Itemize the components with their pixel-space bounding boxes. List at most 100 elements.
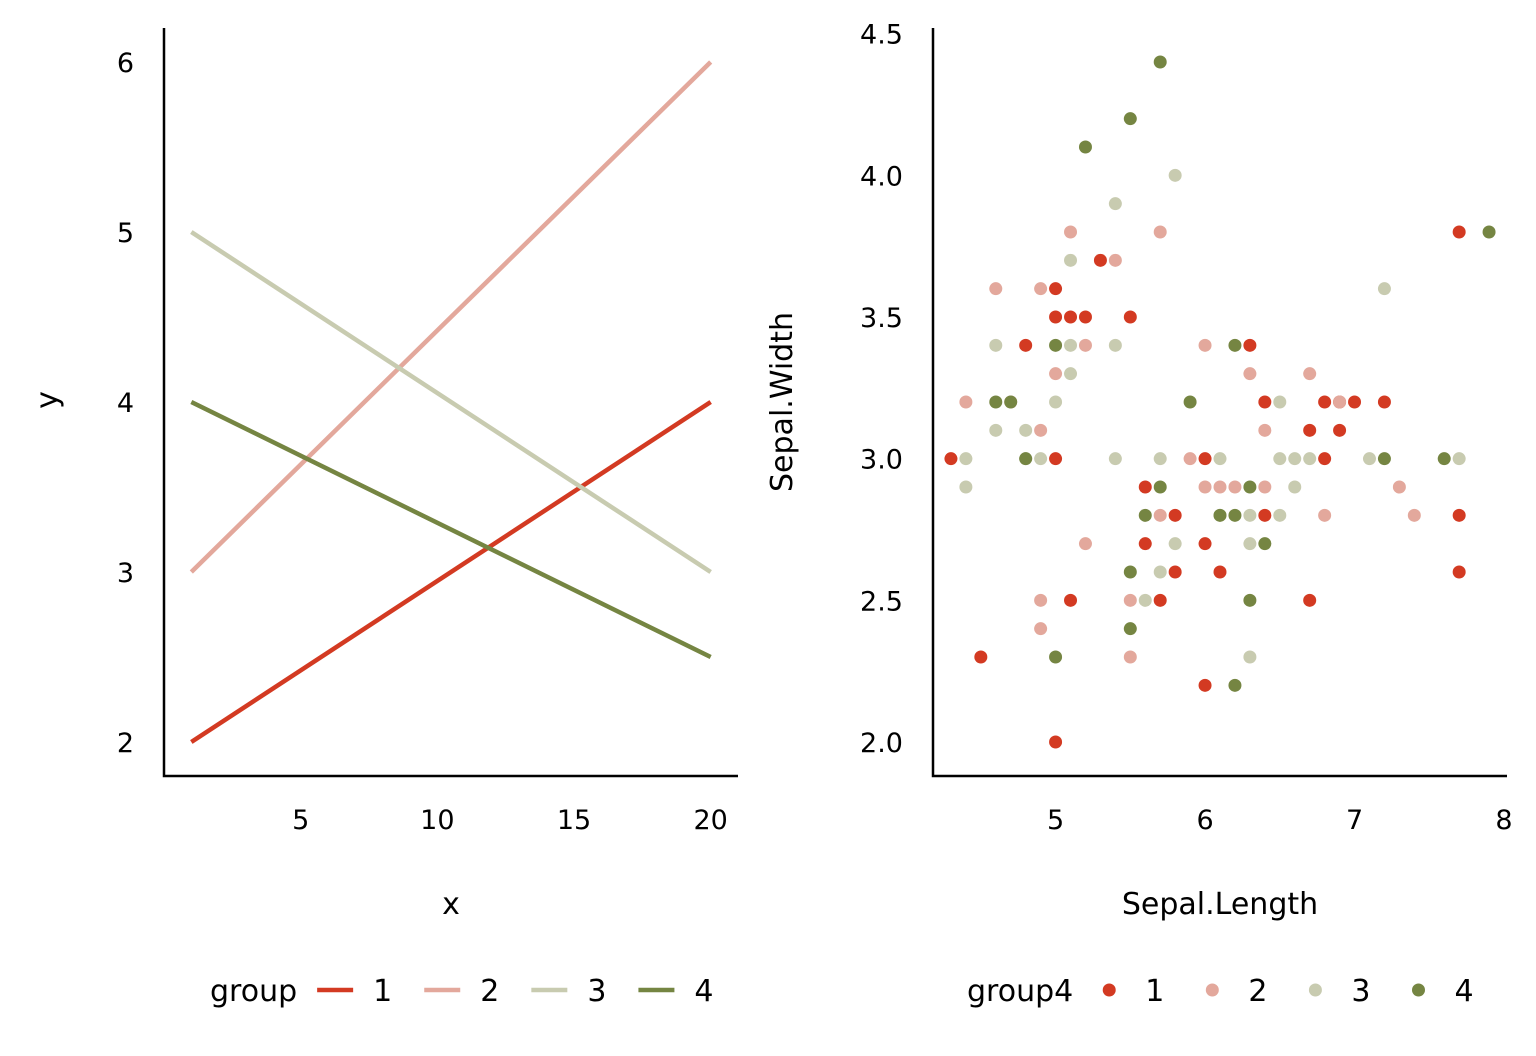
scatter-point-group-2 <box>1108 253 1122 267</box>
scatter-point-group-2 <box>1303 367 1317 381</box>
scatter-point-group-2 <box>1183 452 1197 466</box>
scatter-point-group-1 <box>1303 423 1317 437</box>
line-chart-legend-title: group <box>210 974 297 1009</box>
scatter-point-group-4 <box>1123 622 1137 636</box>
line-chart-legend-label-3: 3 <box>587 974 606 1009</box>
scatter-chart-y-tick-label: 2.0 <box>860 728 903 759</box>
scatter-point-group-1 <box>974 650 988 664</box>
scatter-point-group-4 <box>1123 565 1137 579</box>
scatter-chart-axes <box>931 28 1507 778</box>
scatter-point-group-3 <box>1303 452 1317 466</box>
scatter-point-group-2 <box>1153 508 1167 522</box>
scatter-point-group-3 <box>1273 395 1287 409</box>
scatter-chart-x-ticks: 5 6 7 8 <box>1047 805 1513 836</box>
scatter-chart-legend-label-2: 2 <box>1248 974 1267 1009</box>
scatter-point-group-1 <box>1093 253 1107 267</box>
scatter-point-group-4 <box>1228 508 1242 522</box>
line-chart-series <box>189 60 713 744</box>
scatter-chart-legend-label-4: 4 <box>1455 974 1474 1009</box>
scatter-point-group-3 <box>959 452 973 466</box>
scatter-chart-legend-key-1 <box>1102 983 1116 997</box>
scatter-point-group-2 <box>1213 480 1227 494</box>
scatter-point-group-3 <box>959 480 973 494</box>
line-chart-axes <box>162 28 738 778</box>
scatter-point-group-4 <box>1153 480 1167 494</box>
scatter-point-group-1 <box>1138 537 1152 551</box>
scatter-point-group-2 <box>1123 650 1137 664</box>
series-line-1 <box>190 400 712 744</box>
line-chart-legend-label-2: 2 <box>480 974 499 1009</box>
scatter-chart-legend-label-1: 1 <box>1145 974 1164 1009</box>
scatter-point-group-1 <box>1078 310 1092 324</box>
scatter-point-group-2 <box>1078 537 1092 551</box>
scatter-chart-legend-label-3: 3 <box>1351 974 1370 1009</box>
scatter-point-group-2 <box>1258 423 1272 437</box>
scatter-point-group-2 <box>989 282 1003 296</box>
scatter-point-group-3 <box>1243 537 1257 551</box>
scatter-point-group-2 <box>1198 480 1212 494</box>
scatter-point-group-4 <box>1153 55 1167 69</box>
scatter-point-group-2 <box>1049 367 1063 381</box>
scatter-point-group-4 <box>1078 140 1092 154</box>
line-chart-y-ticks: 2 3 4 5 6 <box>117 48 134 759</box>
scatter-chart-panel: 5 6 7 8 2.0 2.5 3.0 3.5 4.0 4.5 Sepal.Length Sep… <box>765 20 1513 1009</box>
scatter-point-group-4 <box>1213 508 1227 522</box>
scatter-point-group-4 <box>1377 452 1391 466</box>
scatter-chart-x-tick-label: 7 <box>1346 805 1363 836</box>
scatter-point-group-1 <box>1153 593 1167 607</box>
scatter-point-group-2 <box>1034 282 1048 296</box>
scatter-chart-legend-key-2 <box>1205 983 1219 997</box>
scatter-point-group-2 <box>1243 367 1257 381</box>
scatter-point-group-1 <box>1377 395 1391 409</box>
scatter-chart-y-tick-label: 4.5 <box>860 20 903 51</box>
line-chart-y-tick-label: 3 <box>117 558 134 589</box>
scatter-chart-x-tick-label: 6 <box>1196 805 1213 836</box>
scatter-point-group-2 <box>1034 423 1048 437</box>
scatter-point-group-3 <box>1452 452 1466 466</box>
scatter-chart-x-axis-title: Sepal.Length <box>1122 887 1318 922</box>
scatter-chart-y-tick-label: 3.0 <box>860 445 903 476</box>
scatter-point-group-3 <box>1108 197 1122 211</box>
scatter-point-group-1 <box>1318 395 1332 409</box>
scatter-point-group-2 <box>1078 338 1092 352</box>
scatter-point-group-1 <box>1138 480 1152 494</box>
scatter-point-group-3 <box>989 338 1003 352</box>
scatter-point-group-3 <box>1019 423 1033 437</box>
scatter-point-group-4 <box>1243 593 1257 607</box>
scatter-point-group-2 <box>1034 622 1048 636</box>
scatter-point-group-3 <box>1064 338 1078 352</box>
scatter-point-group-4 <box>1049 650 1063 664</box>
series-line-3 <box>190 230 712 574</box>
scatter-point-group-4 <box>1482 225 1496 239</box>
scatter-point-group-4 <box>1183 395 1197 409</box>
scatter-chart-legend-title: group4 <box>967 974 1073 1009</box>
scatter-point-group-1 <box>1303 593 1317 607</box>
scatter-point-group-2 <box>1258 480 1272 494</box>
scatter-point-group-2 <box>1034 593 1048 607</box>
scatter-point-group-1 <box>1123 310 1137 324</box>
scatter-point-group-3 <box>1108 452 1122 466</box>
scatter-point-group-1 <box>1198 678 1212 692</box>
scatter-point-group-3 <box>1153 452 1167 466</box>
scatter-chart-x-tick-label: 8 <box>1495 805 1512 836</box>
scatter-point-group-2 <box>1318 508 1332 522</box>
scatter-point-group-2 <box>1064 225 1078 239</box>
scatter-point-group-3 <box>1243 508 1257 522</box>
scatter-point-group-1 <box>1198 537 1212 551</box>
line-chart-x-tick-label: 20 <box>693 805 727 836</box>
scatter-chart-legend-key-4 <box>1412 983 1425 997</box>
line-chart-panel: 5 10 15 20 2 3 4 5 6 x y group 1 2 3 4 <box>30 28 738 1009</box>
scatter-point-group-3 <box>1362 452 1376 466</box>
scatter-point-group-3 <box>1138 593 1152 607</box>
scatter-chart-y-ticks: 2.0 2.5 3.0 3.5 4.0 4.5 <box>860 20 903 759</box>
scatter-chart-y-tick-label: 3.5 <box>860 303 903 334</box>
scatter-point-group-3 <box>1153 565 1167 579</box>
scatter-point-group-1 <box>1019 338 1033 352</box>
scatter-point-group-1 <box>1243 338 1257 352</box>
scatter-point-group-4 <box>989 395 1003 409</box>
scatter-point-group-2 <box>1153 225 1167 239</box>
scatter-point-group-4 <box>1049 338 1063 352</box>
series-line-2 <box>189 60 713 574</box>
scatter-point-group-1 <box>1064 593 1078 607</box>
scatter-point-group-3 <box>1168 168 1182 182</box>
